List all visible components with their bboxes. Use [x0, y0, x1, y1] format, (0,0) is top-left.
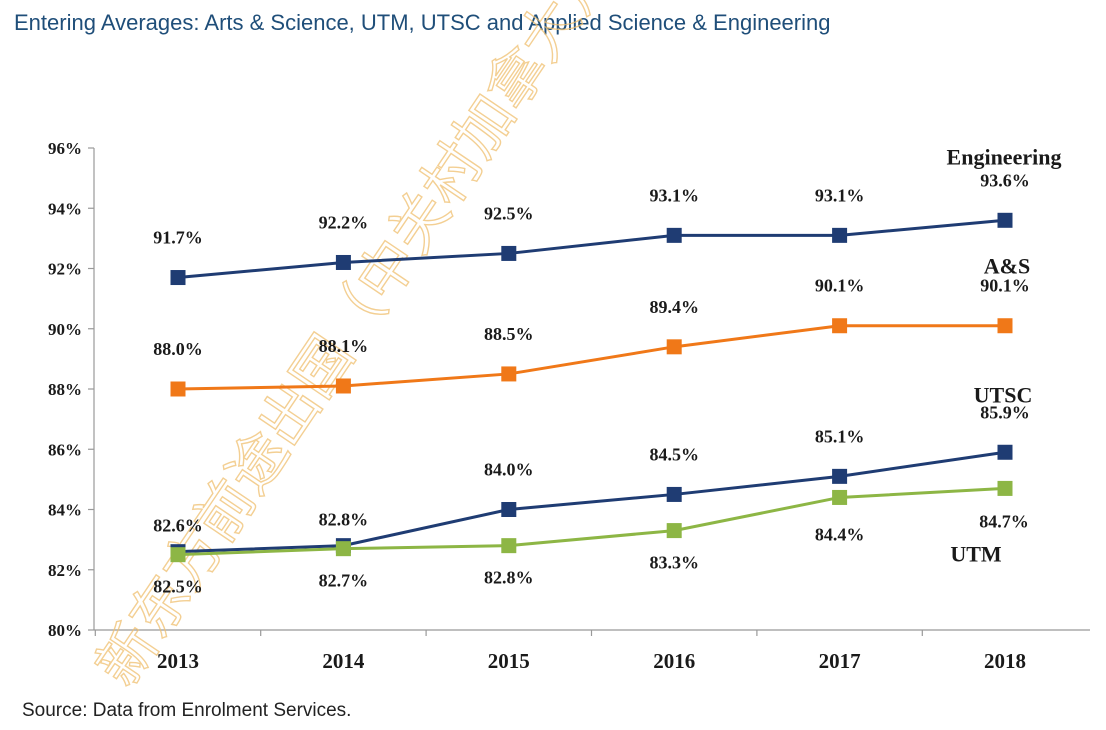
data-point-utm [832, 489, 848, 505]
data-label-utm: 82.5% [153, 577, 203, 597]
y-tick-label: 94% [48, 199, 82, 218]
series-line-engineering [177, 218, 1006, 280]
data-label-utm: 82.8% [484, 568, 534, 588]
data-label-utm: 82.7% [319, 571, 369, 591]
source-note: Source: Data from Enrolment Services. [22, 700, 352, 721]
data-point-a-s [170, 381, 186, 397]
axes: 80% 82% 84% 86% 88% 90% 92% 94% 96% 2013 2014 2015 2… [48, 139, 1090, 673]
data-label-engineering: 93.6% [980, 170, 1030, 190]
data-point-a-s [666, 339, 682, 355]
data-label-a-s: 88.5% [484, 324, 534, 344]
x-tick-label: 2015 [488, 649, 530, 673]
series-line-utm [177, 486, 1006, 557]
data-point-engineering [832, 227, 848, 243]
data-point-a-s [997, 318, 1013, 334]
series-line-a-s [177, 324, 1005, 391]
y-tick-label: 92% [48, 260, 82, 279]
y-tick-label: 88% [48, 380, 82, 399]
x-tick-label: 2013 [157, 649, 199, 673]
data-point-engineering [997, 212, 1013, 228]
data-point-utm [666, 523, 682, 539]
data-label-engineering: 93.1% [649, 185, 699, 205]
data-label-engineering: 91.7% [153, 228, 203, 248]
series-layer [170, 212, 1013, 563]
data-point-utsc [997, 444, 1013, 460]
data-label-a-s: 90.1% [815, 276, 865, 296]
data-label-engineering: 93.1% [815, 185, 865, 205]
data-label-a-s: 90.1% [980, 276, 1030, 296]
series-name-engineering: Engineering [947, 144, 1062, 169]
data-point-engineering [666, 227, 682, 243]
data-point-a-s [832, 318, 848, 334]
data-label-utsc: 85.9% [980, 402, 1030, 422]
x-tick-label: 2016 [653, 649, 695, 673]
data-label-utsc: 82.6% [153, 516, 203, 536]
line-chart: 80% 82% 84% 86% 88% 90% 92% 94% 96% 2013 2014 2015 2… [48, 0, 1090, 690]
data-point-utsc [666, 486, 682, 502]
data-label-utsc: 84.5% [649, 444, 699, 464]
y-tick-label: 90% [48, 320, 82, 339]
y-tick-label: 86% [48, 440, 82, 459]
data-point-engineering [335, 254, 351, 270]
data-point-engineering [501, 245, 517, 261]
data-point-utm [501, 538, 517, 554]
data-point-utm [997, 480, 1013, 496]
data-label-utm: 83.3% [649, 553, 699, 573]
data-point-engineering [170, 270, 186, 286]
data-label-a-s: 88.1% [319, 336, 369, 356]
data-point-utm [335, 541, 351, 557]
x-tick-label: 2014 [322, 649, 365, 673]
x-tick-label: 2017 [819, 649, 861, 673]
data-label-utsc: 84.0% [484, 460, 534, 480]
y-tick-label: 84% [48, 501, 82, 520]
series-line-utsc [177, 450, 1006, 554]
y-tick-label: 82% [48, 561, 82, 580]
data-label-utm: 84.7% [979, 511, 1029, 531]
data-label-engineering: 92.2% [319, 212, 369, 232]
data-point-utm [170, 547, 186, 563]
series-name-utm: UTM [950, 541, 1002, 566]
x-tick-label: 2018 [984, 649, 1026, 673]
data-point-utsc [501, 502, 517, 517]
y-tick-label: 80% [48, 621, 82, 640]
data-point-a-s [335, 378, 351, 394]
y-tick-label: 96% [48, 139, 82, 158]
data-label-a-s: 89.4% [649, 297, 699, 317]
chart-title: Entering Averages: Arts & Science, UTM, … [14, 10, 831, 35]
data-point-a-s [501, 366, 517, 382]
data-label-utm: 84.4% [815, 524, 865, 544]
labels-layer: 91.7% 92.2% 92.5% 93.1% 93.1% 93.6%Engineerin… [153, 144, 1061, 596]
data-point-utsc [832, 468, 848, 484]
data-label-utsc: 85.1% [815, 426, 865, 446]
series-name-utsc: UTSC [974, 382, 1033, 407]
data-label-utsc: 82.8% [319, 510, 369, 530]
series-name-a-s: A&S [984, 254, 1030, 279]
data-label-engineering: 92.5% [484, 203, 534, 223]
data-label-a-s: 88.0% [153, 339, 203, 359]
